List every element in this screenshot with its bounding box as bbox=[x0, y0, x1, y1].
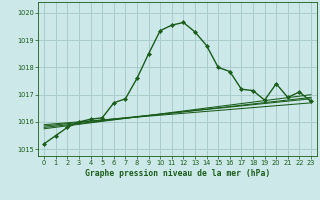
X-axis label: Graphe pression niveau de la mer (hPa): Graphe pression niveau de la mer (hPa) bbox=[85, 169, 270, 178]
